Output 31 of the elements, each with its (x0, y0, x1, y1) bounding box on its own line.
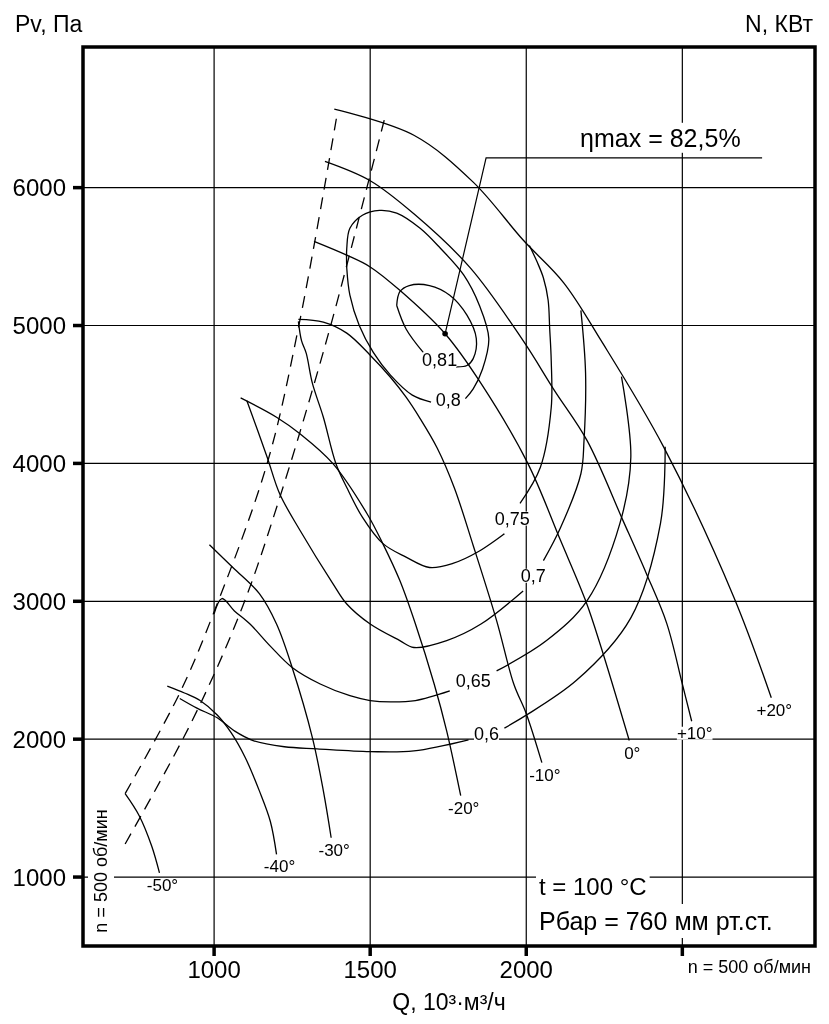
y-tick-label: 6000 (12, 174, 66, 202)
annotation: ηmax = 82,5% (580, 123, 741, 152)
text: n = 500 об/мин (687, 957, 811, 977)
y-tick-label: 5000 (12, 312, 66, 340)
series-label: 0,8 (435, 390, 461, 411)
y2-axis-title: N, КВт (745, 11, 814, 37)
series-label: 0,7 (520, 565, 546, 586)
series-label: 0,6 (473, 724, 499, 744)
y-tick-label: 3000 (12, 587, 66, 615)
series-label: 0,81 (422, 349, 458, 370)
x-axis-title: Q, 10³·м³/ч (392, 989, 506, 1015)
series-label: -20° (448, 798, 480, 818)
series-label: +10° (676, 723, 713, 743)
series-label: 0° (624, 743, 641, 763)
y-axis-title: Pv, Па (15, 11, 83, 37)
x-tick-label: 1000 (187, 956, 241, 983)
y-tick-label: 2000 (12, 725, 66, 753)
series-label: +20° (756, 700, 793, 720)
series-label: -30° (318, 840, 350, 860)
series-label: 0,75 (494, 508, 530, 529)
series-label: 0,65 (455, 670, 491, 691)
annotation: Рбар = 760 мм рт.ст. (539, 907, 773, 935)
y-tick-label: 1000 (12, 863, 66, 891)
y-tick-label: 4000 (12, 449, 66, 477)
x-tick-label: 1500 (343, 956, 397, 983)
series-label: -40° (263, 856, 296, 876)
annotation: t = 100 °C (539, 873, 647, 900)
x-tick-label: 2000 (499, 956, 553, 983)
annotation: n = 500 об/мин (91, 809, 111, 933)
series-label: -50° (146, 875, 179, 895)
series-label: -10° (529, 765, 561, 785)
